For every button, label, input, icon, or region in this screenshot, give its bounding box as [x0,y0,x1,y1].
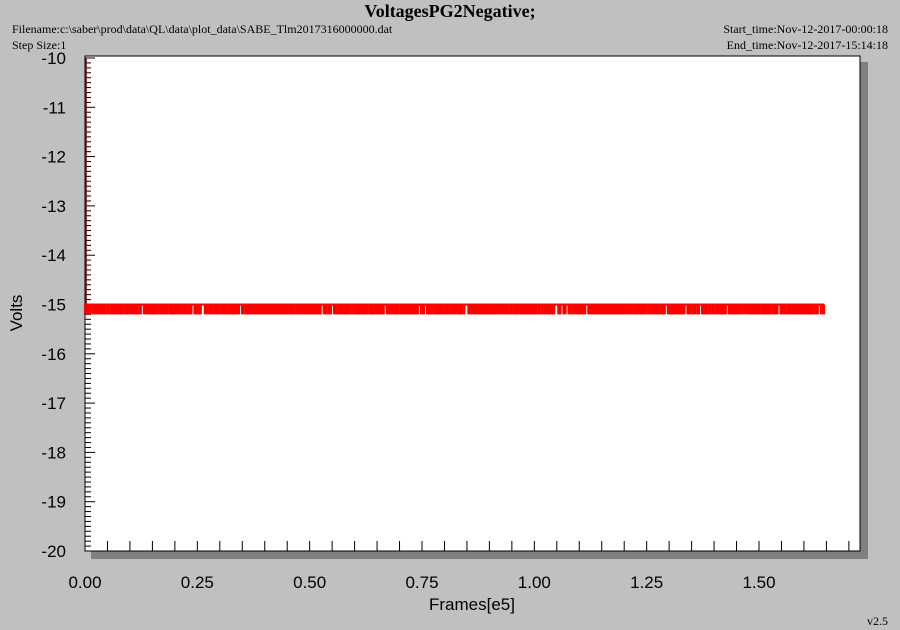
y-tick-label: -16 [41,345,66,364]
x-tick-label: 0.25 [181,573,214,592]
y-tick-label: -11 [43,98,66,117]
start-time-label: Start_time:Nov-12-2017-00:00:18 [723,22,888,36]
y-tick-label: -20 [41,542,66,561]
x-axis-label: Frames[e5] [429,595,515,614]
end-time-label: End_time:Nov-12-2017-15:14:18 [726,38,888,52]
y-axis-label: Volts [7,295,26,332]
y-tick-label: -17 [41,394,66,413]
x-tick-label: 0.75 [405,573,438,592]
chart-title: VoltagesPG2Negative; [364,1,536,21]
version-label: v2.5 [867,614,888,628]
x-tick-label: 1.50 [742,573,775,592]
y-tick-label: -10 [41,49,66,68]
y-tick-label: -18 [41,443,66,462]
x-tick-label: 0.00 [68,573,101,592]
y-tick-label: -12 [41,148,66,167]
series-layer [83,58,826,315]
y-tick-label: -19 [41,493,66,512]
x-tick-label: 1.00 [518,573,551,592]
axes: -10 -11 -12 -13 -14 -15 -16 -17 -18 -19 -200.00 0.2… [41,49,850,592]
x-tick-label: 1.25 [630,573,663,592]
y-tick-label: -15 [41,296,66,315]
y-tick-label: -13 [41,197,66,216]
x-tick-label: 0.50 [293,573,326,592]
step-size-label: Step Size:1 [12,38,67,52]
filename-label: Filename:c:\saber\prod\data\QL\data\plot… [12,22,393,36]
y-tick-label: -14 [41,246,66,265]
